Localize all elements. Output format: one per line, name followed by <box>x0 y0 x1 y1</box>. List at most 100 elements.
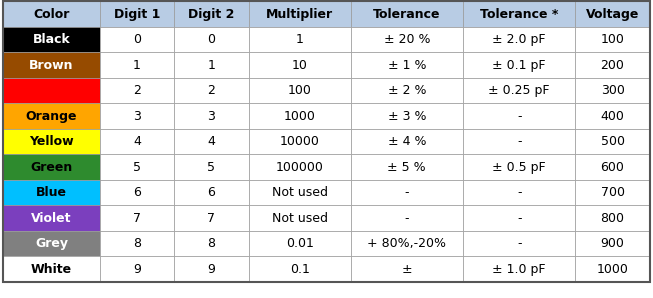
FancyBboxPatch shape <box>174 256 249 282</box>
FancyBboxPatch shape <box>174 103 249 129</box>
FancyBboxPatch shape <box>100 205 174 231</box>
FancyBboxPatch shape <box>249 27 351 52</box>
Text: 100: 100 <box>601 33 624 46</box>
FancyBboxPatch shape <box>249 180 351 205</box>
FancyBboxPatch shape <box>463 256 575 282</box>
Text: ± 1 %: ± 1 % <box>387 59 426 72</box>
Text: 8: 8 <box>208 237 215 250</box>
Text: 4: 4 <box>133 135 141 148</box>
FancyBboxPatch shape <box>575 27 650 52</box>
Text: -: - <box>517 110 521 123</box>
FancyBboxPatch shape <box>463 129 575 154</box>
Text: -: - <box>517 135 521 148</box>
FancyBboxPatch shape <box>3 52 100 78</box>
FancyBboxPatch shape <box>575 1 650 27</box>
Text: 1: 1 <box>208 59 215 72</box>
Text: 1: 1 <box>296 33 304 46</box>
FancyBboxPatch shape <box>463 1 575 27</box>
Text: 7: 7 <box>208 212 215 225</box>
FancyBboxPatch shape <box>463 205 575 231</box>
Text: 100000: 100000 <box>276 161 323 174</box>
Text: 9: 9 <box>133 263 141 276</box>
FancyBboxPatch shape <box>3 180 100 205</box>
Text: 2: 2 <box>208 84 215 97</box>
Text: 0: 0 <box>133 33 141 46</box>
Text: 600: 600 <box>601 161 624 174</box>
Text: 8: 8 <box>133 237 141 250</box>
Text: Voltage: Voltage <box>586 8 639 21</box>
Text: White: White <box>31 263 72 276</box>
FancyBboxPatch shape <box>100 78 174 103</box>
Text: 900: 900 <box>601 237 624 250</box>
FancyBboxPatch shape <box>351 256 463 282</box>
Text: 4: 4 <box>208 135 215 148</box>
FancyBboxPatch shape <box>100 52 174 78</box>
FancyBboxPatch shape <box>351 78 463 103</box>
Text: + 80%,-20%: + 80%,-20% <box>367 237 446 250</box>
Text: 5: 5 <box>133 161 141 174</box>
Text: 500: 500 <box>601 135 624 148</box>
FancyBboxPatch shape <box>3 78 100 103</box>
FancyBboxPatch shape <box>463 27 575 52</box>
FancyBboxPatch shape <box>100 231 174 256</box>
FancyBboxPatch shape <box>100 27 174 52</box>
FancyBboxPatch shape <box>3 154 100 180</box>
Text: 7: 7 <box>133 212 141 225</box>
FancyBboxPatch shape <box>249 205 351 231</box>
Text: 700: 700 <box>601 186 624 199</box>
Text: Orange: Orange <box>25 110 77 123</box>
FancyBboxPatch shape <box>463 231 575 256</box>
Text: 3: 3 <box>208 110 215 123</box>
FancyBboxPatch shape <box>174 52 249 78</box>
FancyBboxPatch shape <box>249 256 351 282</box>
Text: 300: 300 <box>601 84 624 97</box>
FancyBboxPatch shape <box>174 1 249 27</box>
FancyBboxPatch shape <box>575 205 650 231</box>
Text: Black: Black <box>33 33 71 46</box>
FancyBboxPatch shape <box>249 103 351 129</box>
Text: 2: 2 <box>133 84 141 97</box>
FancyBboxPatch shape <box>249 52 351 78</box>
Text: 10000: 10000 <box>279 135 319 148</box>
Text: 6: 6 <box>133 186 141 199</box>
Text: 800: 800 <box>601 212 624 225</box>
FancyBboxPatch shape <box>3 205 100 231</box>
Text: ± 20 %: ± 20 % <box>383 33 430 46</box>
Text: Digit 2: Digit 2 <box>188 8 234 21</box>
Text: Green: Green <box>31 161 72 174</box>
FancyBboxPatch shape <box>100 154 174 180</box>
FancyBboxPatch shape <box>174 129 249 154</box>
FancyBboxPatch shape <box>463 78 575 103</box>
FancyBboxPatch shape <box>351 1 463 27</box>
FancyBboxPatch shape <box>575 154 650 180</box>
Text: Not used: Not used <box>272 186 328 199</box>
FancyBboxPatch shape <box>463 180 575 205</box>
Text: ± 3 %: ± 3 % <box>387 110 426 123</box>
FancyBboxPatch shape <box>174 78 249 103</box>
Text: ± 2 %: ± 2 % <box>387 84 426 97</box>
Text: 9: 9 <box>208 263 215 276</box>
FancyBboxPatch shape <box>575 78 650 103</box>
FancyBboxPatch shape <box>174 231 249 256</box>
Text: 10: 10 <box>292 59 308 72</box>
Text: ± 0.25 pF: ± 0.25 pF <box>488 84 550 97</box>
FancyBboxPatch shape <box>100 180 174 205</box>
Text: ±: ± <box>402 263 412 276</box>
Text: Violet: Violet <box>31 212 72 225</box>
Text: Red: Red <box>38 84 65 97</box>
Text: Yellow: Yellow <box>29 135 74 148</box>
Text: 200: 200 <box>601 59 624 72</box>
Text: 1000: 1000 <box>283 110 315 123</box>
Text: -: - <box>517 237 521 250</box>
Text: Grey: Grey <box>35 237 68 250</box>
Text: 0.1: 0.1 <box>290 263 310 276</box>
FancyBboxPatch shape <box>575 180 650 205</box>
FancyBboxPatch shape <box>100 103 174 129</box>
FancyBboxPatch shape <box>249 154 351 180</box>
FancyBboxPatch shape <box>575 256 650 282</box>
Text: ± 0.1 pF: ± 0.1 pF <box>492 59 546 72</box>
Text: Digit 1: Digit 1 <box>114 8 160 21</box>
Text: 0: 0 <box>208 33 215 46</box>
Text: 5: 5 <box>208 161 215 174</box>
FancyBboxPatch shape <box>463 103 575 129</box>
